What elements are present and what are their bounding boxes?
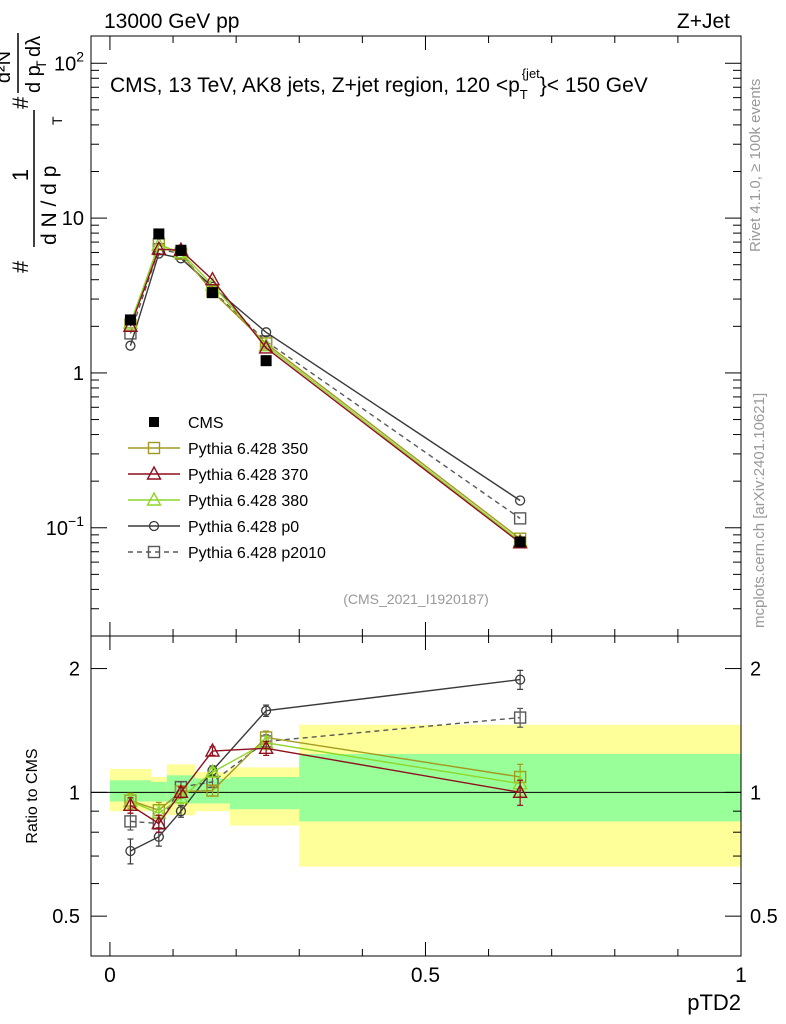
y-ticks-ratio [91,668,741,917]
legend-entry: Pythia 6.428 p2010 [128,545,326,562]
ratio-line [130,736,521,811]
y-label-one: 1 [8,169,33,181]
legend: CMS Pythia 6.428 350 Pythia 6.428 370 Pythi… [128,415,326,562]
analysis-watermark: (CMS_2021_I1920187) [343,591,489,607]
mcplots-url: mcplots.cern.ch [arXiv:2401.10621] [751,393,768,628]
legend-entry: Pythia 6.428 370 [128,465,308,484]
main-series-pythia-6-428-p0 [125,248,526,506]
ratio-point [122,796,139,812]
ratio-y-tick-label-right: 1 [750,782,761,804]
data-point [204,271,221,286]
data-point [514,495,526,506]
legend-entry: Pythia 6.428 380 [128,491,308,510]
ratio-point [513,711,527,724]
data-point [258,339,274,354]
legend-marker [146,491,162,506]
ratio-point [175,806,187,817]
legend-marker [147,441,161,455]
legend-entry: Pythia 6.428 350 [128,441,308,458]
data-point [513,512,527,525]
data-point [153,228,165,240]
ratio-y-tick-label: 0.5 [52,906,80,928]
chart-title: CMS, 13 TeV, AK8 jets, Z+jet region, 120… [110,66,648,102]
ratio-line [130,747,521,825]
data-point [151,240,167,255]
ratio-point [206,784,219,797]
legend-label: CMS [188,415,224,432]
y-tick-label: 10−1 [46,513,84,540]
ratio-point [512,783,528,799]
x-tick-label: 1 [735,964,747,987]
series-line [129,244,521,542]
process-label: Z+Jet [677,10,730,33]
ratio-series-pythia-6-428-370 [122,739,528,833]
legend-label: Pythia 6.428 p2010 [188,545,326,562]
y-tick-label: 1 [73,363,84,385]
ratio-y-axis-label: Ratio to CMS [24,748,41,843]
y-label-sub2: T [33,60,49,69]
ratio-frame [90,635,742,957]
data-point [514,536,526,548]
y-tick-label: 10 [62,208,84,230]
energy-label: 13000 GeV pp [104,10,239,33]
data-point [260,327,272,338]
ratio-point [260,705,272,716]
main-series-cms [124,228,526,548]
legend-entry: CMS [149,415,224,432]
data-point [260,355,272,367]
legend-label: Pythia 6.428 p0 [188,519,299,536]
legend-entry: Pythia 6.428 p0 [128,519,299,536]
y-label-numerator: d²N [0,51,15,83]
x-ticks [109,36,742,956]
legend-marker [148,520,160,532]
band-inner [109,780,151,802]
legend-label: Pythia 6.428 350 [188,441,308,458]
series-line [129,248,521,544]
main-series-pythia-6-428-380 [122,236,528,547]
legend-label: Pythia 6.428 380 [188,493,308,510]
y-label-hash2: # [8,96,33,109]
band-inner [150,781,167,802]
y-label-hash: # [8,260,33,273]
y-label-sub: T [49,116,65,125]
ratio-point [124,815,137,828]
ratio-y-tick-label: 2 [69,659,80,681]
ratio-point [151,815,167,830]
ratio-point [173,783,189,799]
y-label-lambda: dλ [23,36,45,57]
ratio-point [514,674,526,685]
ratio-y-tick-label-right: 2 [750,659,761,681]
uncertainty-bands [109,724,741,867]
main-series-pythia-6-428-370 [122,240,528,549]
data-point [175,244,187,256]
ratio-point [258,739,274,754]
band-inner [229,776,300,810]
ratio-y-tick-label: 1 [69,782,80,804]
legend-marker [147,545,161,559]
legend-marker [146,465,162,480]
main-series-pythia-6-428-p2010 [124,242,527,525]
y-ticks-main [91,62,741,637]
data-point [125,340,136,351]
rivet-version: Rivet 4.1.0, ≥ 100k events [747,79,764,252]
ratio-point [204,742,221,757]
ratio-point [125,845,136,857]
legend-marker [149,417,159,427]
x-axis-label: pTD2 [687,990,741,1015]
ratio-y-tick-label-right: 0.5 [750,906,778,928]
ratio-line [130,742,521,814]
data-point [124,314,136,326]
data-point [206,287,218,299]
x-tick-label: 0.5 [411,964,440,987]
legend-label: Pythia 6.428 370 [188,467,308,484]
y-label-denominator: d N / d p [38,166,61,245]
y-tick-label: 102 [54,48,84,75]
series-line [129,252,521,502]
ratio-point [204,763,221,778]
x-tick-label: 0 [104,964,116,987]
y-label-numden: d p [23,65,45,93]
